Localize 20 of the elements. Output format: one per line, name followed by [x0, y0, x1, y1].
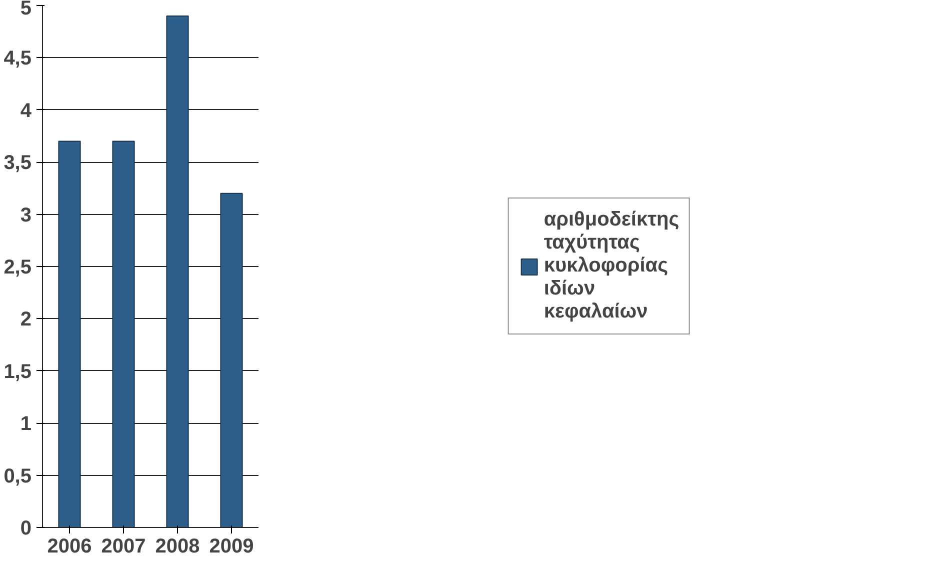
y-tick-label: 5: [20, 0, 32, 20]
y-tick-label: 0,5: [4, 465, 32, 488]
bar: [220, 192, 243, 528]
y-tick-label: 2: [20, 308, 32, 331]
legend-label: αριθμοδείκτης ταχύτητας κυκλοφορίας ιδίων κεφαλαίων: [544, 208, 680, 324]
x-tick-label: 2009: [209, 536, 254, 558]
y-tick-label: 4: [20, 100, 32, 122]
y-tick-label: 2,5: [4, 256, 32, 278]
y-tick-label: 0: [20, 518, 32, 540]
x-tick-label: 2007: [101, 536, 146, 558]
y-tick-label: 3,5: [4, 152, 32, 174]
bar: [112, 140, 135, 528]
y-tick-label: 1,5: [4, 360, 32, 383]
bar: [58, 140, 81, 528]
y-tick-label: 1: [20, 413, 32, 436]
x-tick-label: 2006: [47, 536, 92, 558]
y-tick-label: 4,5: [4, 48, 32, 70]
x-tick-label: 2008: [155, 536, 200, 558]
y-tick-label: 3: [20, 204, 32, 226]
bar: [166, 15, 189, 528]
